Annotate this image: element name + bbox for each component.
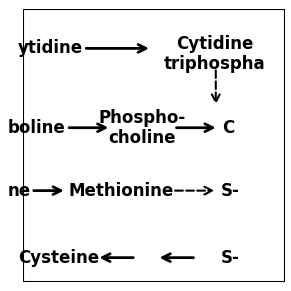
Text: ytidine: ytidine xyxy=(18,39,83,57)
Text: ne: ne xyxy=(8,182,31,200)
Text: boline: boline xyxy=(8,119,65,137)
Text: Phospho-
choline: Phospho- choline xyxy=(99,109,186,147)
Text: Methionine: Methionine xyxy=(69,182,174,200)
Text: C: C xyxy=(222,119,235,137)
Text: Cysteine: Cysteine xyxy=(18,249,99,267)
Text: S-: S- xyxy=(221,249,240,267)
Text: S-: S- xyxy=(221,182,240,200)
Text: Cytidine
triphospha: Cytidine triphospha xyxy=(164,35,265,73)
